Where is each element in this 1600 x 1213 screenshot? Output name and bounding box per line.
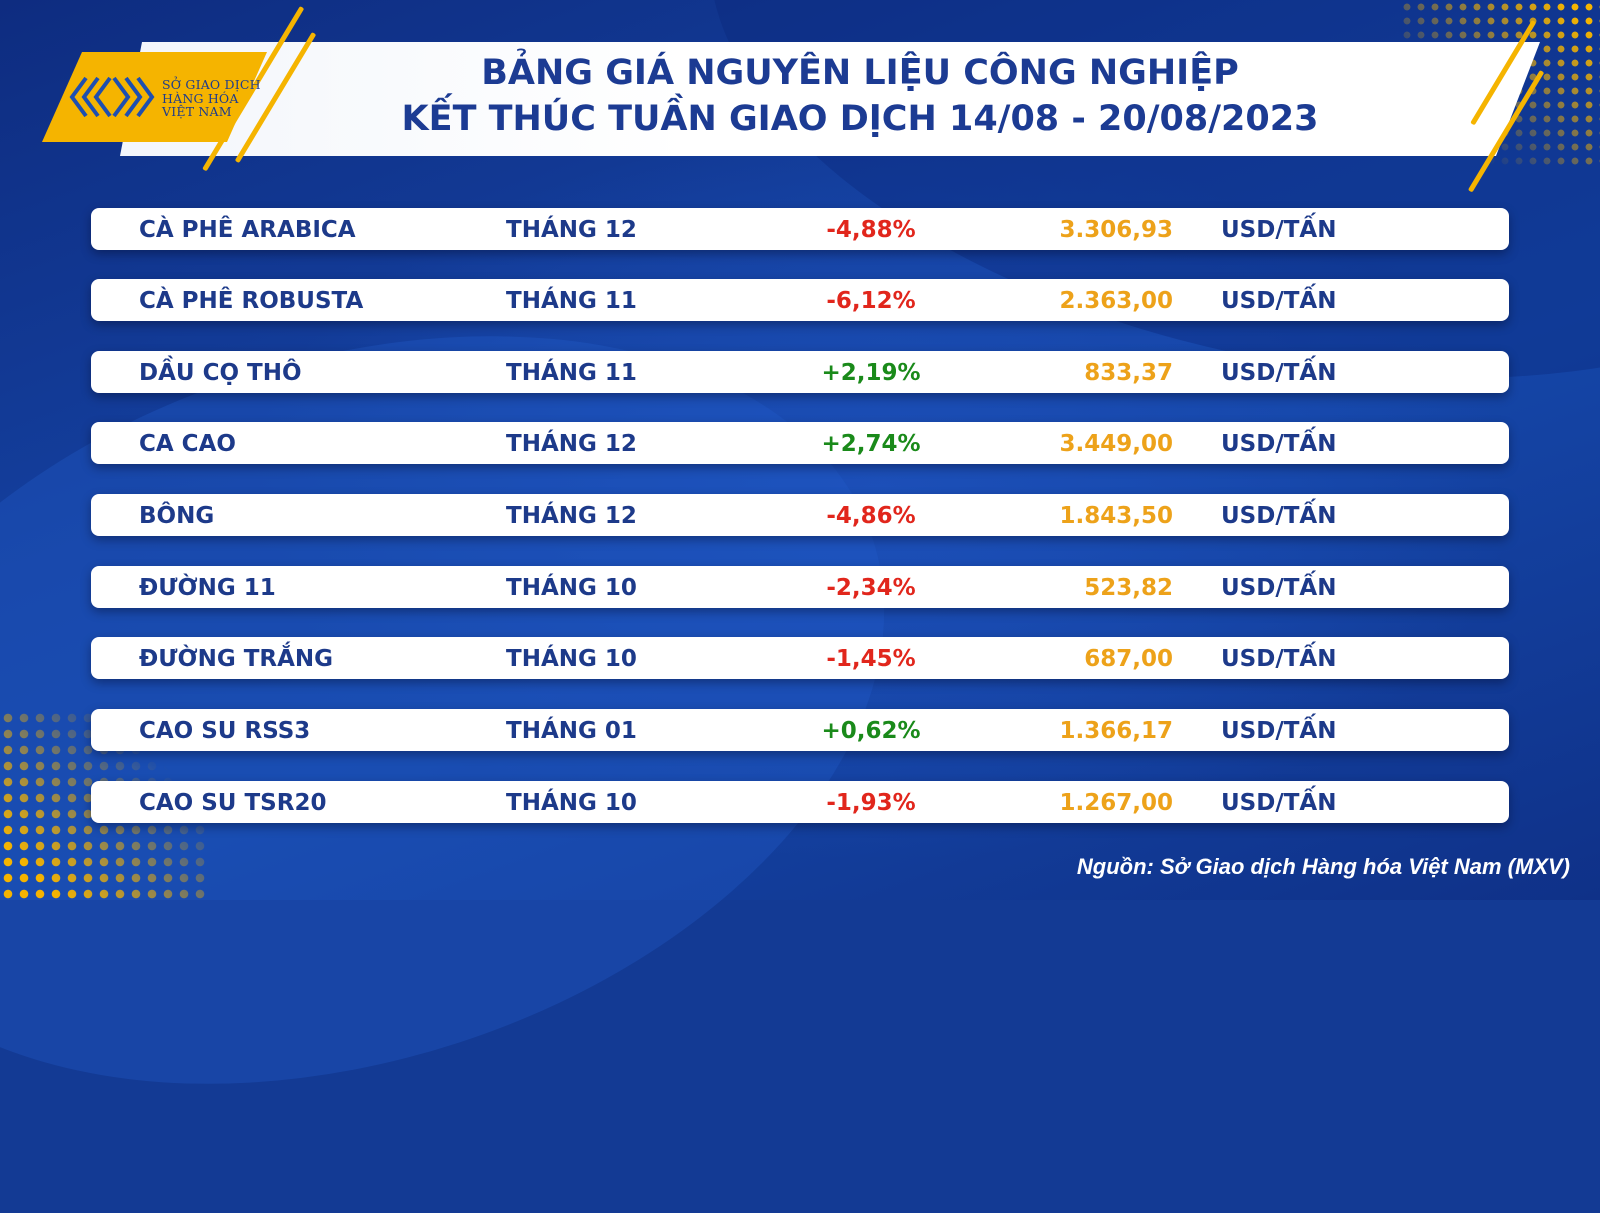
unit: USD/TẤN	[1221, 288, 1337, 314]
table-row: ĐƯỜNG TRẮNG THÁNG 10 -1,45% 687,00 USD/T…	[91, 637, 1509, 679]
unit: USD/TẤN	[1221, 575, 1337, 601]
percent-change: +2,74%	[821, 431, 921, 457]
commodity-name: CÀ PHÊ ARABICA	[139, 217, 356, 243]
unit: USD/TẤN	[1221, 217, 1337, 243]
logo-line: SỞ GIAO DỊCH	[162, 77, 261, 92]
table-row: CÀ PHÊ ROBUSTA THÁNG 11 -6,12% 2.363,00 …	[91, 279, 1509, 321]
logo-text: SỞ GIAO DỊCH HÀNG HÓA VIỆT NAM	[162, 78, 261, 119]
contract-month: THÁNG 12	[506, 217, 637, 243]
contract-month: THÁNG 12	[506, 431, 637, 457]
contract-month: THÁNG 11	[506, 288, 637, 314]
title-line-2: KẾT THÚC TUẦN GIAO DỊCH 14/08 - 20/08/20…	[401, 99, 1319, 139]
unit: USD/TẤN	[1221, 360, 1337, 386]
unit: USD/TẤN	[1221, 646, 1337, 672]
price: 833,37	[1084, 360, 1173, 386]
commodity-name: BÔNG	[139, 503, 215, 529]
page-title: BẢNG GIÁ NGUYÊN LIỆU CÔNG NGHIỆP KẾT THÚ…	[300, 50, 1420, 142]
contract-month: THÁNG 10	[506, 646, 637, 672]
commodity-name: CAO SU TSR20	[139, 790, 327, 816]
price: 687,00	[1084, 646, 1173, 672]
logo-line: VIỆT NAM	[162, 104, 232, 119]
price: 3.306,93	[1059, 217, 1174, 243]
commodity-name: ĐƯỜNG TRẮNG	[139, 646, 334, 672]
percent-change: -4,86%	[826, 503, 916, 529]
price: 1.267,00	[1059, 790, 1174, 816]
logo-line: HÀNG HÓA	[162, 90, 239, 106]
percent-change: +2,19%	[821, 360, 921, 386]
price: 2.363,00	[1059, 288, 1174, 314]
contract-month: THÁNG 12	[506, 503, 637, 529]
price: 523,82	[1084, 575, 1173, 601]
commodity-name: CA CAO	[139, 431, 236, 457]
commodity-name: DẦU CỌ THÔ	[139, 360, 302, 386]
price: 3.449,00	[1059, 431, 1174, 457]
unit: USD/TẤN	[1221, 503, 1337, 529]
table-row: BÔNG THÁNG 12 -4,86% 1.843,50 USD/TẤN	[91, 494, 1509, 536]
table-row: ĐƯỜNG 11 THÁNG 10 -2,34% 523,82 USD/TẤN	[91, 566, 1509, 608]
percent-change: -6,12%	[826, 288, 916, 314]
price: 1.843,50	[1059, 503, 1174, 529]
price: 1.366,17	[1059, 718, 1174, 744]
header-banner	[120, 42, 1540, 156]
contract-month: THÁNG 01	[506, 718, 637, 744]
table-row: CA CAO THÁNG 12 +2,74% 3.449,00 USD/TẤN	[91, 422, 1509, 464]
title-line-1: BẢNG GIÁ NGUYÊN LIỆU CÔNG NGHIỆP	[481, 53, 1239, 93]
contract-month: THÁNG 10	[506, 790, 637, 816]
table-row: DẦU CỌ THÔ THÁNG 11 +2,19% 833,37 USD/TẤ…	[91, 351, 1509, 393]
unit: USD/TẤN	[1221, 431, 1337, 457]
percent-change: -4,88%	[826, 217, 916, 243]
logo-background	[42, 52, 267, 142]
unit: USD/TẤN	[1221, 790, 1337, 816]
source-note: Nguồn: Sở Giao dịch Hàng hóa Việt Nam (M…	[1076, 854, 1570, 879]
percent-change: +0,62%	[821, 718, 921, 744]
commodity-name: CÀ PHÊ ROBUSTA	[139, 288, 364, 314]
mxv-logo-icon	[69, 76, 155, 118]
percent-change: -1,45%	[826, 646, 916, 672]
contract-month: THÁNG 10	[506, 575, 637, 601]
commodity-name: CAO SU RSS3	[139, 718, 311, 744]
contract-month: THÁNG 11	[506, 360, 637, 386]
percent-change: -1,93%	[826, 790, 916, 816]
commodity-name: ĐƯỜNG 11	[139, 575, 276, 601]
table-row: CAO SU RSS3 THÁNG 01 +0,62% 1.366,17 USD…	[91, 709, 1509, 751]
unit: USD/TẤN	[1221, 718, 1337, 744]
table-row: CAO SU TSR20 THÁNG 10 -1,93% 1.267,00 US…	[91, 781, 1509, 823]
table-row: CÀ PHÊ ARABICA THÁNG 12 -4,88% 3.306,93 …	[91, 208, 1509, 250]
percent-change: -2,34%	[826, 575, 916, 601]
